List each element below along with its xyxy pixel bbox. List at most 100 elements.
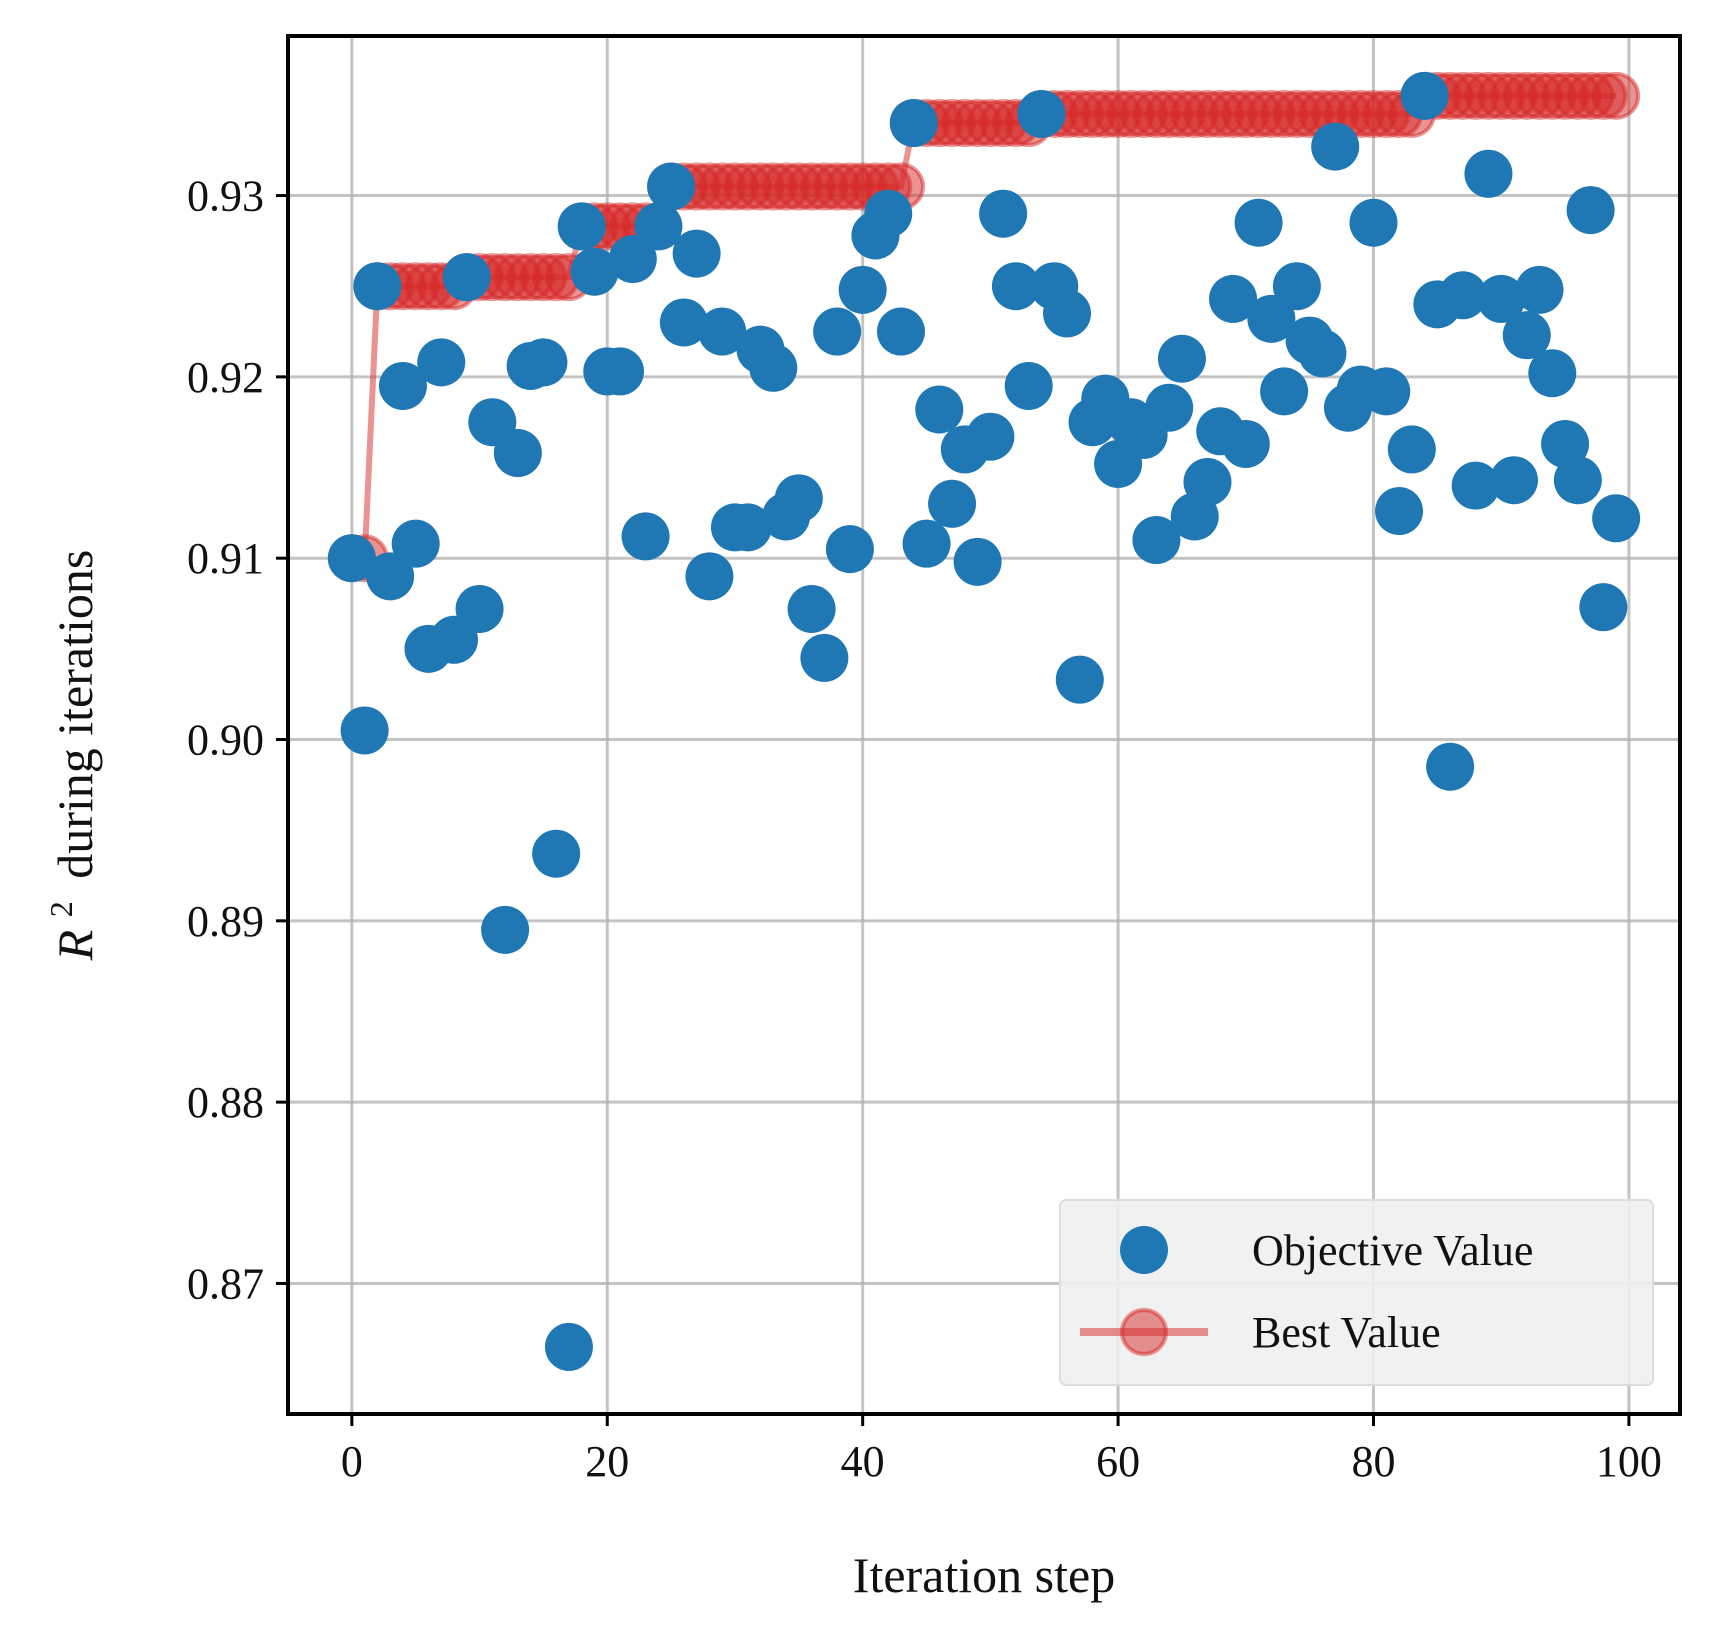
objective-value-point — [366, 552, 415, 601]
objective-value-point — [1260, 367, 1309, 416]
objective-value-point — [391, 519, 440, 568]
y-axis-label-superscript: 2 — [43, 901, 79, 917]
legend-best-marker — [1120, 1308, 1168, 1356]
objective-value-point — [838, 265, 887, 314]
x-tick-label: 80 — [1352, 1437, 1396, 1486]
objective-value-point — [800, 633, 849, 682]
y-axis-label-symbol: R — [47, 930, 103, 962]
x-tick-label: 100 — [1596, 1437, 1662, 1486]
objective-value-point — [1183, 458, 1232, 507]
objective-value-point — [787, 584, 836, 633]
objective-value-point — [557, 202, 606, 251]
objective-value-point — [1502, 311, 1551, 360]
objective-value-point — [417, 338, 466, 387]
objective-value-point — [519, 338, 568, 387]
objective-value-point — [1566, 186, 1615, 235]
objective-value-point — [634, 202, 683, 251]
objective-value-point — [1541, 419, 1590, 468]
best-value-marker — [1592, 71, 1641, 120]
y-tick-label: 0.90 — [187, 716, 264, 765]
objective-value-point — [1145, 383, 1194, 432]
legend-best-label: Best Value — [1252, 1308, 1441, 1357]
objective-value-points — [327, 71, 1641, 1371]
objective-value-point — [353, 262, 402, 311]
objective-value-point — [1272, 262, 1321, 311]
y-tick-label: 0.91 — [187, 534, 264, 583]
objective-value-point — [991, 262, 1040, 311]
objective-value-point — [608, 235, 657, 284]
objective-value-point — [915, 385, 964, 434]
objective-value-point — [1426, 742, 1475, 791]
objective-value-point — [1400, 71, 1449, 120]
x-tick-label: 40 — [841, 1437, 885, 1486]
objective-value-point — [723, 503, 772, 552]
objective-value-point — [493, 429, 542, 478]
objective-value-point — [1221, 419, 1270, 468]
objective-value-point — [889, 99, 938, 148]
objective-value-point — [340, 706, 389, 755]
objective-value-point — [1362, 367, 1411, 416]
objective-value-point — [378, 361, 427, 410]
y-tick-label: 0.88 — [187, 1078, 264, 1127]
y-tick-label: 0.89 — [187, 897, 264, 946]
objective-value-point — [1464, 149, 1513, 198]
objective-value-point — [327, 534, 376, 583]
x-tick-label: 0 — [341, 1437, 363, 1486]
objective-value-point — [1132, 516, 1181, 565]
objective-value-point — [902, 519, 951, 568]
objective-value-point — [1004, 361, 1053, 410]
x-tick-label: 20 — [585, 1437, 629, 1486]
objective-value-point — [672, 229, 721, 278]
objective-value-point — [1247, 294, 1296, 343]
objective-value-point — [1553, 456, 1602, 505]
y-tick-label: 0.93 — [187, 172, 264, 221]
objective-value-point — [1375, 487, 1424, 536]
objective-value-point — [774, 474, 823, 523]
objective-value-point — [1311, 122, 1360, 171]
objective-value-point — [1349, 198, 1398, 247]
objective-value-point — [621, 512, 670, 561]
objective-value-point — [1209, 274, 1258, 323]
axis-ticks: 0 20 40 60 80 100 0.87 0.88 0.89 0.90 0.91 0.92 0.93 — [187, 172, 1662, 1486]
objective-value-point — [1515, 265, 1564, 314]
legend-box — [1059, 1199, 1654, 1386]
objective-value-point — [1438, 271, 1487, 320]
legend-objective-label: Objective Value — [1252, 1226, 1533, 1275]
objective-value-point — [1234, 198, 1283, 247]
objective-value-point — [953, 537, 1002, 586]
objective-value-point — [1055, 655, 1104, 704]
objective-value-point — [685, 552, 734, 601]
y-axis-label-text: during iterations — [47, 550, 103, 879]
objective-value-point — [647, 162, 696, 211]
objective-value-point — [481, 905, 530, 954]
objective-value-point — [1579, 583, 1628, 632]
x-axis-label: Iteration step — [853, 1547, 1115, 1603]
objective-value-point — [876, 307, 925, 356]
objective-value-point — [966, 412, 1015, 461]
objective-value-point — [698, 307, 747, 356]
objective-value-point — [1017, 89, 1066, 138]
objective-value-point — [1298, 329, 1347, 378]
objective-value-point — [825, 525, 874, 574]
objective-value-point — [928, 479, 977, 528]
objective-value-point — [659, 298, 708, 347]
objective-value-point — [864, 189, 913, 238]
y-axis-label: R 2 during iterations — [27, 550, 103, 962]
objective-value-point — [979, 189, 1028, 238]
objective-value-point — [1387, 425, 1436, 474]
objective-value-point — [749, 343, 798, 392]
objective-value-point — [813, 307, 862, 356]
x-tick-label: 60 — [1096, 1437, 1140, 1486]
objective-value-point — [1451, 461, 1500, 510]
objective-value-point — [1043, 289, 1092, 338]
plot-frame — [286, 34, 1682, 1416]
objective-value-point — [442, 253, 491, 302]
objective-value-point — [570, 247, 619, 296]
objective-value-point — [1157, 334, 1206, 383]
objective-value-point — [1592, 494, 1641, 543]
objective-value-point — [544, 1322, 593, 1371]
y-tick-label: 0.87 — [187, 1259, 264, 1308]
objective-value-point — [1477, 274, 1526, 323]
objective-value-point — [596, 347, 645, 396]
